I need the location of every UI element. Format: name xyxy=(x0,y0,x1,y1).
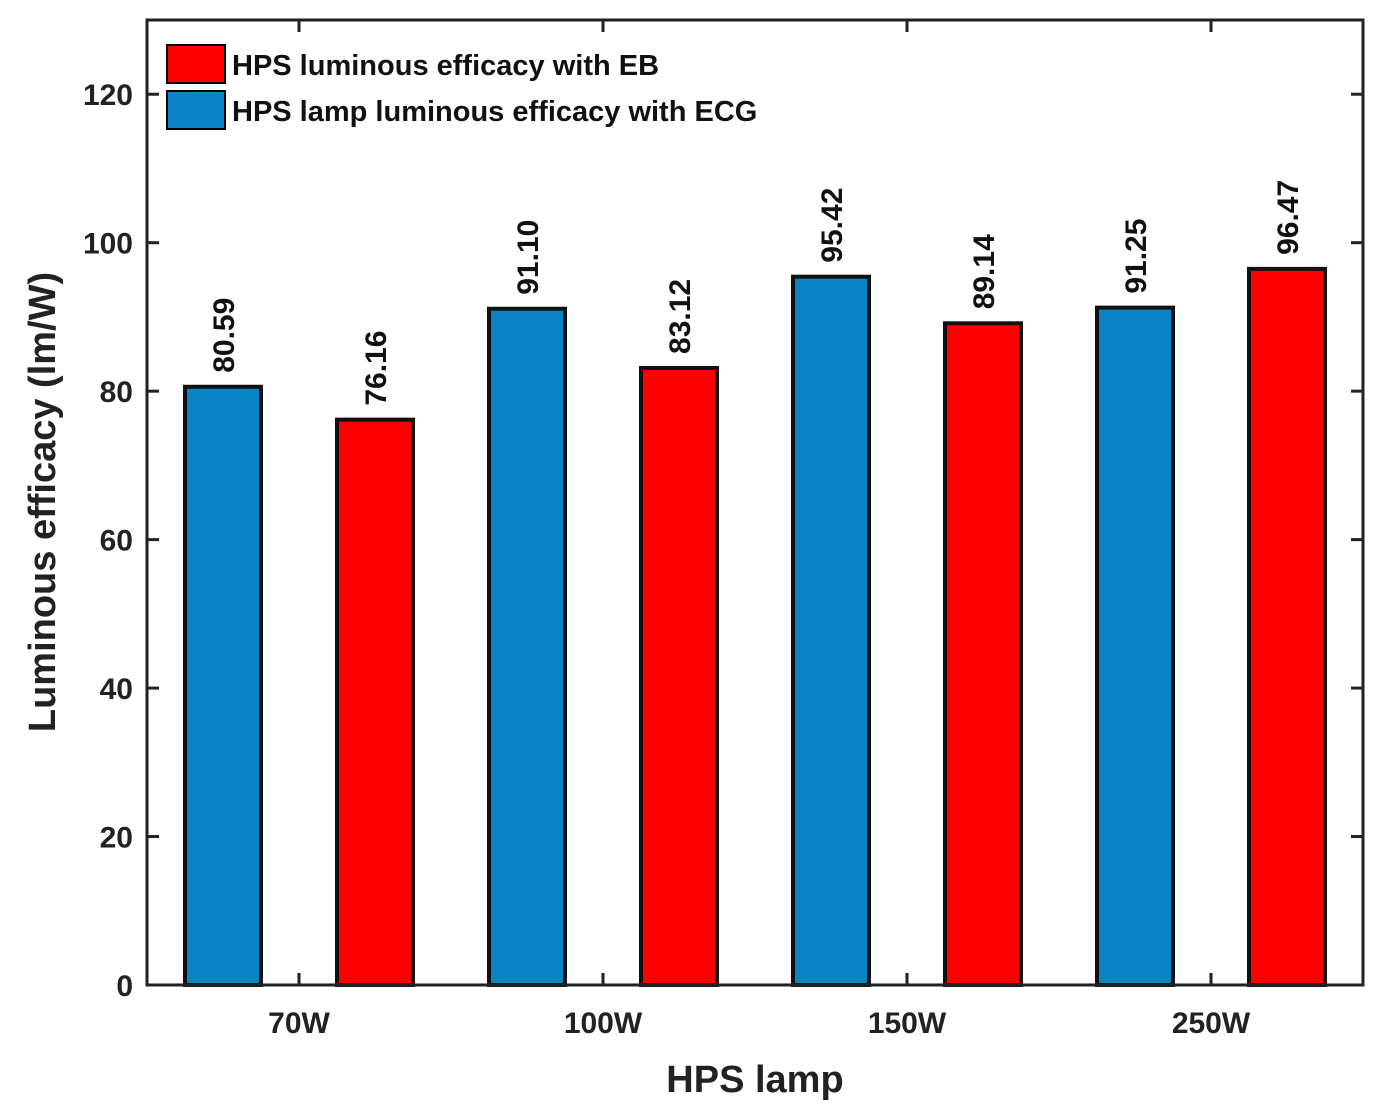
legend-swatch-ecg xyxy=(166,90,226,130)
axis-ticks-layer: 70W 100W 150W 250W 0 20 40 60 80 100 120 xyxy=(83,20,1363,1040)
bar-eb-250W xyxy=(1247,266,1327,988)
bar-eb-100W xyxy=(639,365,719,987)
bar-ecg-70W xyxy=(183,384,263,987)
y-tick-label: 60 xyxy=(100,525,133,558)
data-label-eb-100W: 83.12 xyxy=(664,279,697,354)
bar-eb-150W xyxy=(943,321,1023,987)
bar-ecg-250W xyxy=(1095,305,1175,987)
y-tick-label: 80 xyxy=(100,376,133,409)
x-axis-title: HPS lamp xyxy=(666,1059,843,1101)
x-tick-label: 150W xyxy=(868,1007,947,1040)
data-label-ecg-150W: 95.42 xyxy=(816,188,849,263)
data-label-ecg-250W: 91.25 xyxy=(1120,219,1153,294)
bars-layer xyxy=(183,266,1327,988)
y-tick-label: 20 xyxy=(100,822,133,855)
data-label-ecg-100W: 91.10 xyxy=(512,220,545,295)
data-labels-layer: 80.59 76.16 91.10 83.12 95.42 89.14 91.25 96.47 xyxy=(208,180,1305,406)
x-tick-label: 100W xyxy=(564,1007,643,1040)
data-label-eb-250W: 96.47 xyxy=(1272,180,1305,255)
y-tick-label: 0 xyxy=(116,970,133,1003)
bar-ecg-150W xyxy=(791,274,871,987)
bar-eb-70W xyxy=(335,417,415,987)
legend-label-eb: HPS luminous efficacy with EB xyxy=(232,50,659,82)
x-tick-label: 70W xyxy=(268,1007,330,1040)
y-tick-label: 40 xyxy=(100,673,133,706)
y-tick-label: 120 xyxy=(83,79,133,112)
legend: HPS luminous efficacy with EB HPS lamp l… xyxy=(166,44,757,130)
data-label-eb-150W: 89.14 xyxy=(968,234,1001,309)
data-label-ecg-70W: 80.59 xyxy=(208,298,241,373)
y-tick-label: 100 xyxy=(83,228,133,261)
bar-ecg-100W xyxy=(487,306,567,987)
data-label-eb-70W: 76.16 xyxy=(360,331,393,406)
legend-swatch-eb xyxy=(166,44,226,84)
y-axis-title: Luminous efficacy (lm/W) xyxy=(22,272,64,732)
x-tick-label: 250W xyxy=(1172,1007,1251,1040)
plot-area-frame xyxy=(145,18,1365,987)
legend-label-ecg: HPS lamp luminous efficacy with ECG xyxy=(232,96,757,128)
